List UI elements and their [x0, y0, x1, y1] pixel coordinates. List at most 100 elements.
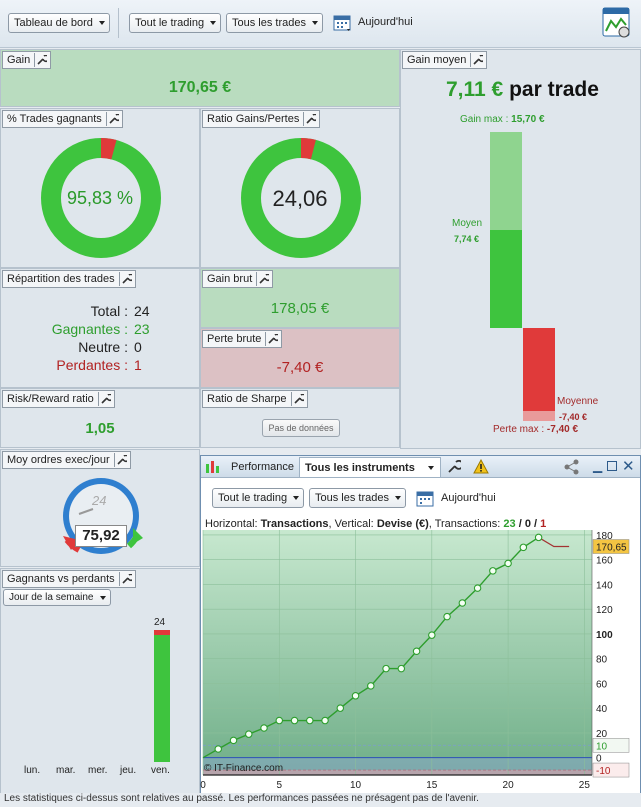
dashboard-select[interactable]: Tableau de bord	[8, 13, 110, 33]
wrench-icon[interactable]	[118, 272, 133, 286]
trades-select-label: Tous les trades	[232, 17, 306, 29]
equity-point	[336, 704, 345, 712]
risk-reward-value: 1,05	[85, 420, 115, 437]
x-tick-label: 25	[579, 780, 591, 791]
trades-gagnants-title-label: % Trades gagnants	[7, 113, 102, 125]
perte-max-bar	[523, 411, 555, 421]
donut-loss-arc	[41, 138, 161, 258]
info-sep2: /	[534, 518, 538, 530]
trading-select[interactable]: Tout le trading	[129, 13, 222, 33]
wrench-icon[interactable]	[97, 392, 112, 406]
sharpe-panel: Ratio de Sharpe Pas de données	[200, 388, 400, 448]
chevron-down-icon	[99, 596, 106, 600]
x-tick-label: 10	[350, 780, 362, 791]
repartition-title[interactable]: Répartition des trades	[2, 270, 136, 288]
warning-icon[interactable]	[473, 458, 489, 477]
y-tick-label: 0	[596, 754, 602, 765]
performance-chart[interactable]: 0 5 10 15 20 25 0 20 40 60 80 100 120 140 160 180170,65…	[200, 530, 641, 793]
loss-zone	[203, 770, 592, 775]
perf-date-label[interactable]: Aujourd'hui	[441, 492, 496, 504]
date-label[interactable]: Aujourd'hui	[358, 16, 413, 28]
donut-loss-arc	[241, 138, 361, 258]
perf-trades-select[interactable]: Tous les trades	[309, 488, 406, 508]
sharpe-no-data-button[interactable]: Pas de données	[262, 419, 340, 437]
y-tick-label: 40	[596, 704, 608, 715]
repartition-panel: Répartition des trades Total : 24 Gagnante…	[0, 268, 200, 388]
minimize-icon[interactable]: ▁	[593, 459, 603, 473]
ratio-gains-title[interactable]: Ratio Gains/Pertes	[202, 110, 321, 128]
equity-point	[412, 647, 421, 656]
trades-select[interactable]: Tous les trades	[226, 13, 323, 33]
friday-loss-bar	[154, 630, 170, 635]
perf-trading-select[interactable]: Tout le trading	[212, 488, 305, 508]
day-label-thu: jeu.	[120, 765, 137, 776]
equity-point	[397, 664, 406, 673]
equity-point	[504, 559, 512, 568]
sharpe-title[interactable]: Ratio de Sharpe	[202, 390, 308, 408]
gain-moyen-suffix: par trade	[509, 78, 599, 101]
wrench-icon[interactable]	[256, 272, 270, 286]
speedometer-icon	[63, 478, 143, 554]
repartition-row-value: 0	[134, 339, 142, 355]
gain-panel: Gain 170,65 €	[0, 49, 400, 107]
wrench-icon[interactable]	[303, 112, 317, 126]
wrench-icon[interactable]	[265, 332, 279, 346]
footer-disclaimer: Les statistiques ci-dessus sont relative…	[0, 793, 641, 807]
calendar-icon[interactable]	[416, 489, 436, 512]
wrench-icon[interactable]	[447, 459, 464, 477]
maximize-icon[interactable]	[607, 461, 617, 471]
gain-moyen-title[interactable]: Gain moyen	[402, 51, 488, 69]
weekday-select-label: Jour de la semaine	[9, 592, 94, 603]
dashboard-select-label: Tableau de bord	[14, 17, 93, 29]
win-rate-value: 95,83 %	[66, 188, 134, 208]
dashboard-settings-icon[interactable]	[602, 7, 632, 39]
gain-brut-title[interactable]: Gain brut	[202, 270, 274, 288]
moy-ordres-title[interactable]: Moy ordres exec/jour	[2, 451, 131, 469]
trades-gagnants-title[interactable]: % Trades gagnants	[2, 110, 123, 128]
info-v: Devise (€)	[376, 518, 429, 530]
risk-reward-title[interactable]: Risk/Reward ratio	[2, 390, 115, 408]
perte-brute-title-label: Perte brute	[207, 333, 262, 345]
ratio-gains-title-label: Ratio Gains/Pertes	[207, 113, 300, 125]
perte-brute-panel: Perte brute -7,40 €	[200, 328, 400, 388]
moy-ordres-title-label: Moy ordres exec/jour	[7, 454, 110, 466]
day-label-tue: mar.	[56, 765, 76, 776]
gain-title[interactable]: Gain	[2, 51, 52, 69]
y-tick-label: 160	[596, 556, 613, 567]
equity-point	[428, 631, 436, 639]
repartition-row-label: Perdantes :	[56, 357, 128, 373]
gain-brut-panel: Gain brut 178,05 €	[200, 268, 400, 328]
wrench-icon[interactable]	[290, 392, 305, 406]
chevron-down-icon	[98, 21, 105, 25]
wrench-icon[interactable]	[470, 53, 484, 67]
calendar-icon[interactable]	[333, 13, 353, 36]
equity-point	[351, 692, 360, 700]
gagnants-vs-perdants-title[interactable]: Gagnants vs perdants	[2, 570, 136, 588]
repartition-row-label: Neutre :	[78, 339, 128, 355]
wrench-icon[interactable]	[34, 53, 48, 67]
weekday-select[interactable]: Jour de la semaine	[3, 589, 111, 606]
perte-max-label: Perte max :	[493, 424, 545, 435]
last-value-label: 170,65	[596, 543, 627, 554]
equity-point	[489, 567, 497, 575]
wrench-icon[interactable]	[118, 572, 133, 586]
instruments-label: Tous les instruments	[305, 462, 415, 474]
perte-brute-title[interactable]: Perte brute	[202, 330, 283, 348]
performance-subbar: Tout le trading Tous les trades Aujourd'…	[201, 478, 640, 518]
moyenne-value: -7,40 €	[559, 412, 588, 422]
instruments-tab[interactable]: Tous les instruments	[299, 457, 441, 477]
info-neutral: 0	[524, 518, 531, 530]
close-icon[interactable]: ✕	[622, 458, 635, 475]
share-icon[interactable]	[563, 459, 583, 478]
equity-point	[473, 584, 482, 592]
wrench-icon[interactable]	[105, 112, 120, 126]
level-neg-label-box	[592, 762, 630, 778]
wrench-icon[interactable]	[113, 453, 128, 467]
perf-trading-select-label: Tout le trading	[218, 492, 288, 504]
info-t-prefix: , Transactions:	[428, 518, 501, 530]
last-value-label-box	[592, 539, 630, 554]
tab-performance[interactable]: Performance	[231, 461, 294, 473]
moyen-value: 7,74 €	[454, 234, 480, 244]
day-label-wed: mer.	[88, 765, 108, 776]
y-tick-label: 60	[596, 679, 608, 690]
